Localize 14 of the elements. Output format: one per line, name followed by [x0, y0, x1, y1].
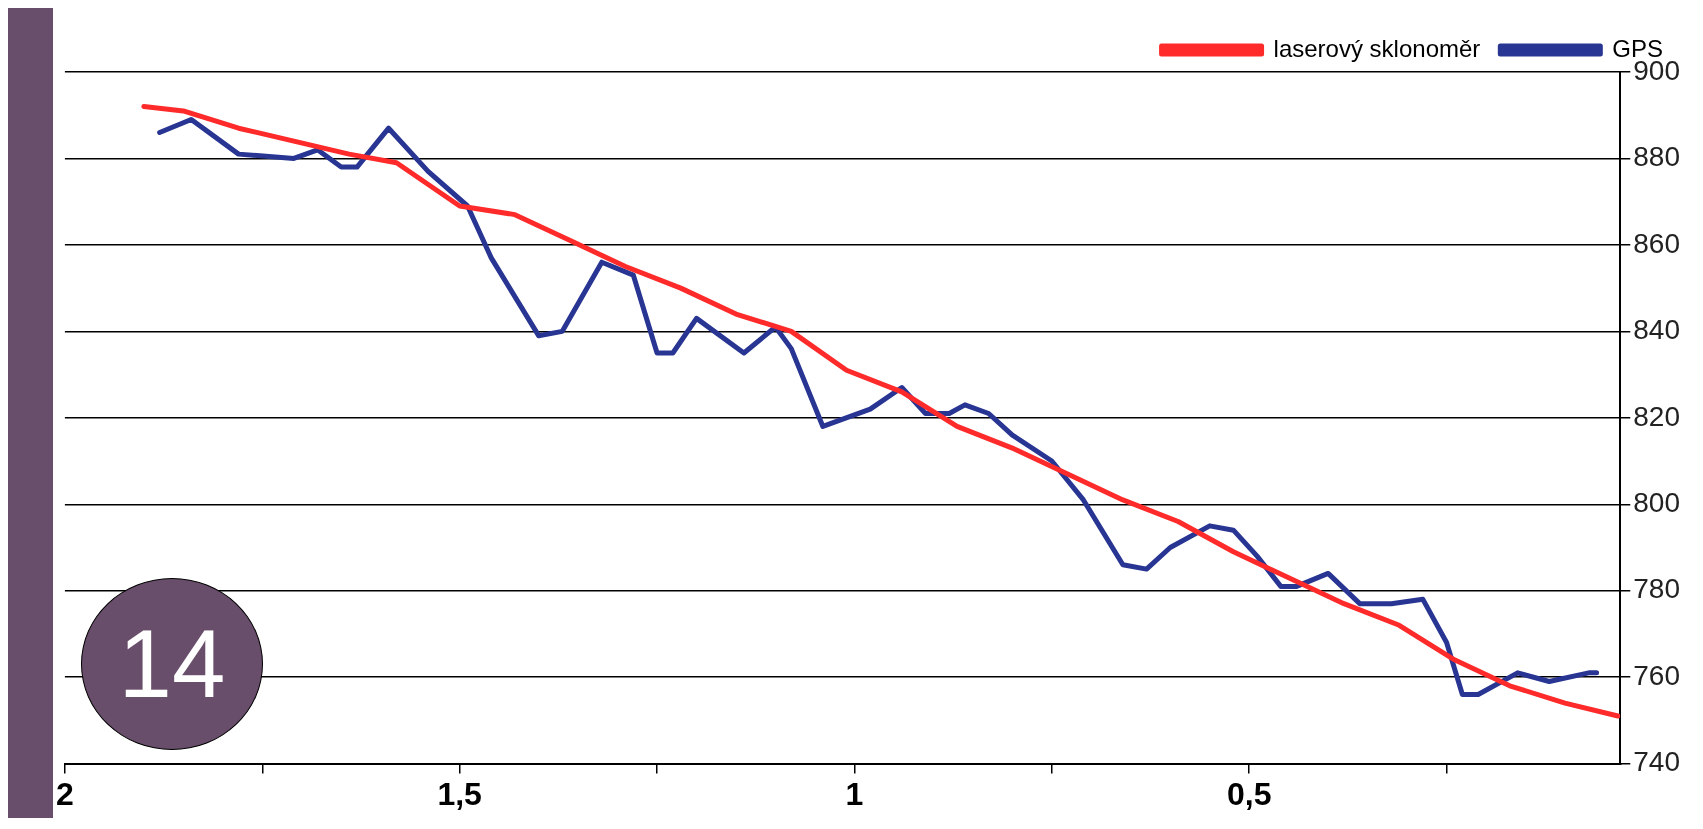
y-tick-label: 740	[1633, 746, 1680, 778]
x-tick-label: 0,5	[1226, 775, 1272, 812]
number-badge: 14	[81, 578, 263, 750]
y-tick-label: 840	[1633, 314, 1680, 346]
x-tick-label: 1,5	[437, 775, 482, 812]
legend-label: laserový sklonoměr	[1273, 34, 1481, 62]
x-tick-label: 2	[56, 775, 74, 812]
y-tick-label: 780	[1633, 573, 1680, 605]
y-tick-label: 860	[1633, 227, 1680, 259]
y-tick-label: 820	[1633, 400, 1680, 432]
y-tick-label: 760	[1633, 659, 1680, 691]
x-tick-label: 1	[845, 775, 864, 812]
y-tick-label: 800	[1633, 486, 1680, 518]
y-tick-label: 880	[1633, 141, 1680, 173]
